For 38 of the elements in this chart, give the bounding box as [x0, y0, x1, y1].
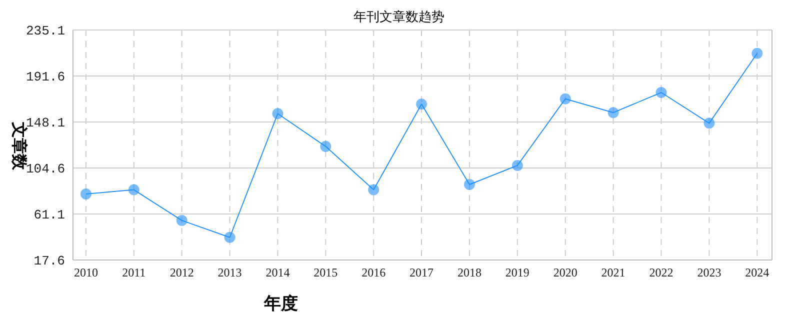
y-tick-label: 191.6	[26, 70, 65, 85]
point	[320, 140, 332, 152]
x-tick-label: 2023	[697, 266, 722, 280]
x-tick-label: 2018	[457, 266, 482, 280]
point	[752, 48, 763, 59]
point	[608, 107, 619, 118]
point	[224, 232, 236, 243]
point	[176, 214, 188, 226]
x-tick-label: 2022	[649, 266, 674, 280]
x-tick-label: 2014	[266, 266, 290, 280]
point	[464, 178, 475, 190]
point	[560, 93, 571, 104]
x-tick-label: 2019	[505, 266, 530, 280]
y-tick-label: 104.6	[26, 162, 65, 177]
y-tick-label: 17.6	[34, 254, 65, 269]
point	[80, 188, 92, 200]
point	[704, 118, 715, 129]
x-axis-title: 年度	[264, 293, 298, 315]
point	[368, 184, 380, 196]
point	[512, 160, 523, 171]
point	[416, 98, 428, 110]
x-tick-label: 2017	[410, 266, 434, 280]
point	[128, 184, 140, 196]
point	[272, 108, 284, 120]
chart-title: 年刊文章数趋势	[354, 9, 444, 24]
x-tick-label: 2012	[170, 266, 194, 280]
y-tick-label: 235.1	[26, 24, 66, 39]
x-tick-label: 2010	[74, 266, 98, 280]
x-tick-label: 2015	[314, 266, 338, 280]
x-tick-label: 2020	[553, 266, 578, 280]
x-tick-label: 2011	[122, 266, 146, 280]
x-tick-label: 2021	[601, 266, 626, 280]
x-tick-label: 2013	[218, 266, 242, 280]
point	[656, 86, 667, 98]
x-tick-label: 2016	[362, 266, 386, 280]
y-tick-label: 61.1	[34, 208, 66, 223]
x-tick-label: 2024	[745, 266, 770, 280]
y-axis-title: 文章数	[9, 122, 28, 170]
